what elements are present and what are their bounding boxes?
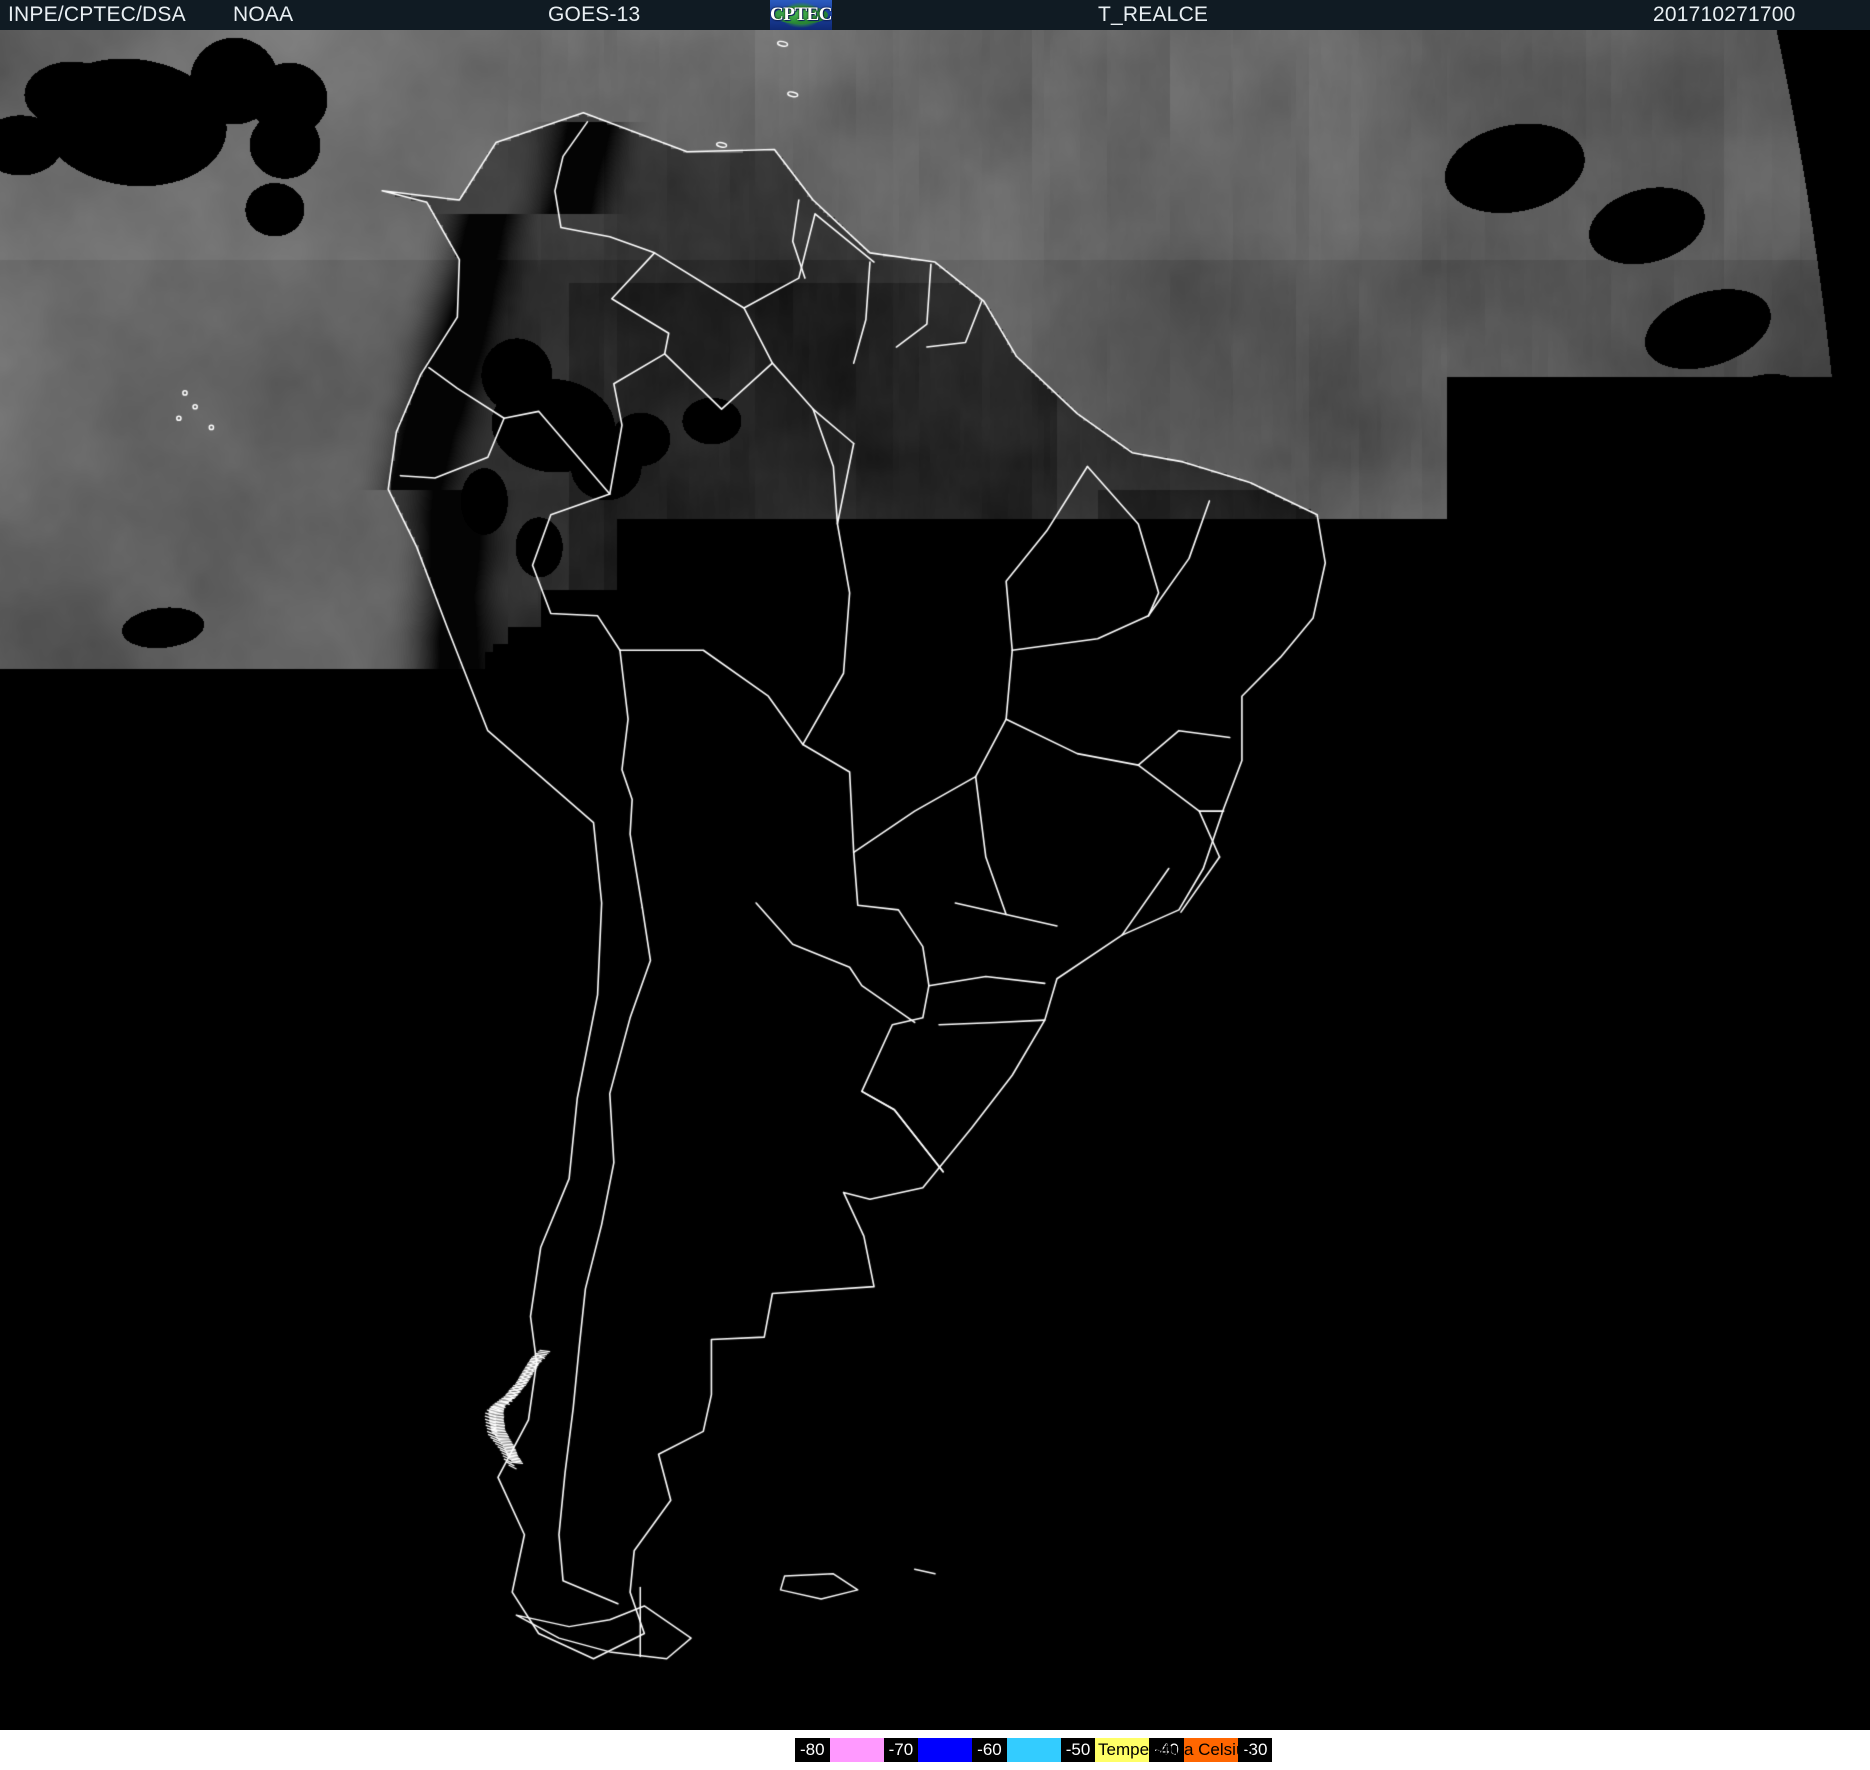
header-agency-label: NOAA (233, 3, 294, 26)
legend-caption-label: Temperatura Celsius (1098, 1740, 1254, 1759)
cptec-logo-text: CPTEC (770, 4, 832, 25)
legend-tick-minus60: -60 (972, 1738, 1007, 1762)
legend-swatch-cyan (1006, 1738, 1061, 1762)
header-product-label: T_REALCE (1098, 3, 1209, 26)
legend-color-strip: -80 -70 -60 -50 -40 -30 (795, 1738, 1273, 1762)
header-bar: INPE/CPTEC/DSA NOAA GOES-13 T_REALCE 201… (0, 0, 1870, 30)
legend-tick-minus80: -80 (795, 1738, 830, 1762)
legend-swatch-yellow (1095, 1738, 1150, 1762)
temperature-legend: -80 -70 -60 -50 -40 -30 Temperatura Celsius (0, 1730, 1870, 1770)
legend-swatch-magenta (829, 1738, 884, 1762)
legend-tick-minus40: -40 (1149, 1738, 1184, 1762)
legend-swatch-blue (918, 1738, 973, 1762)
infrared-satellite-canvas (0, 30, 1870, 1730)
legend-tick-minus50: -50 (1060, 1738, 1096, 1762)
legend-tick-minus30: -30 (1237, 1738, 1273, 1762)
cptec-globe-logo-icon: CPTEC (770, 0, 832, 30)
globe-icon (774, 6, 828, 24)
header-source-label: INPE/CPTEC/DSA (8, 3, 186, 26)
header-timestamp-label: 201710271700 (1653, 3, 1796, 26)
satellite-image-area (0, 30, 1870, 1730)
header-satellite-label: GOES-13 (548, 3, 641, 26)
legend-tick-minus70: -70 (883, 1738, 919, 1762)
legend-swatch-orange (1183, 1738, 1238, 1762)
